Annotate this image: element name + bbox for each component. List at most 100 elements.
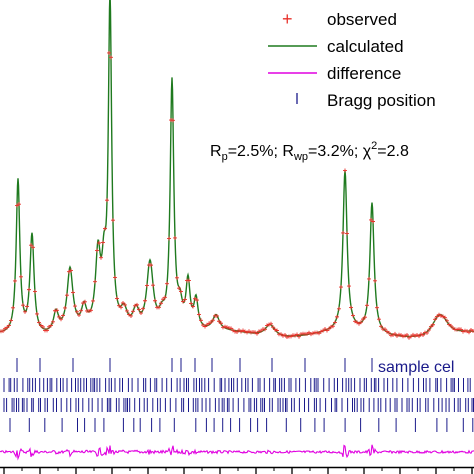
observed-point: [341, 230, 345, 235]
observed-points: [0, 50, 474, 340]
observed-point: [331, 324, 335, 329]
observed-point: [405, 332, 409, 337]
observed-point: [143, 298, 147, 303]
observed-point: [79, 308, 83, 313]
observed-point: [339, 285, 343, 290]
observed-point: [53, 308, 57, 313]
observed-point: [63, 305, 67, 310]
observed-point: [181, 299, 185, 304]
observed-point: [365, 303, 369, 308]
observed-point: [121, 301, 125, 306]
observed-point: [89, 308, 93, 313]
observed-point: [69, 268, 73, 273]
observed-point: [345, 231, 349, 236]
observed-point: [187, 278, 191, 283]
observed-point: [311, 331, 315, 336]
observed-point: [257, 329, 261, 334]
observed-point: [129, 313, 133, 318]
legend-difference-label: difference: [327, 64, 401, 83]
legend-bragg: Bragg position: [296, 91, 436, 110]
legend-calculated-label: calculated: [327, 37, 404, 56]
bragg-positions: [3, 358, 474, 432]
legend-observed: + observed: [282, 9, 397, 29]
observed-point: [343, 168, 347, 173]
legend-calculated: calculated: [268, 37, 404, 56]
observed-point: [219, 321, 223, 326]
observed-point: [61, 313, 65, 318]
observed-point: [31, 245, 35, 250]
observed-point: [167, 236, 171, 241]
x-axis: [0, 466, 474, 474]
observed-point: [225, 325, 229, 330]
observed-point: [175, 275, 179, 280]
rp-symbol: R: [210, 143, 222, 160]
observed-point: [107, 50, 111, 55]
observed-point: [265, 323, 269, 328]
observed-point: [171, 118, 175, 123]
observed-point: [445, 318, 449, 323]
rwp-subscript: wp: [293, 151, 308, 163]
rwp-value: =3.2%;: [308, 143, 363, 160]
observed-point: [425, 330, 429, 335]
observed-point: [13, 278, 17, 283]
observed-point: [347, 284, 351, 289]
observed-point: [427, 327, 431, 332]
observed-point: [109, 55, 113, 60]
observed-point: [65, 293, 69, 298]
observed-point: [11, 305, 15, 310]
observed-point: [25, 304, 29, 309]
observed-point: [103, 226, 107, 231]
observed-point: [1, 328, 5, 333]
observed-point: [29, 243, 33, 248]
observed-point: [275, 328, 279, 333]
chi-superscript: 2: [371, 140, 377, 152]
observed-point: [93, 279, 97, 284]
observed-point: [433, 317, 437, 322]
rwp-symbol: R: [282, 143, 294, 160]
observed-point: [315, 330, 319, 335]
observed-point: [9, 318, 13, 323]
observed-point: [27, 287, 31, 292]
observed-point: [429, 324, 433, 329]
observed-point: [375, 305, 379, 310]
observed-point: [33, 289, 37, 294]
observed-point: [153, 298, 157, 303]
observed-point: [99, 255, 103, 260]
observed-point: [283, 332, 287, 337]
observed-point: [297, 334, 301, 339]
observed-point: [211, 318, 215, 323]
observed-point: [119, 305, 123, 310]
observed-point: [57, 314, 61, 319]
observed-point: [195, 298, 199, 303]
observed-point: [285, 335, 289, 340]
observed-point: [41, 324, 45, 329]
observed-point: [157, 305, 161, 310]
difference-curve: [0, 444, 474, 461]
observed-point: [91, 298, 95, 303]
observed-point: [461, 329, 465, 334]
observed-point: [165, 281, 169, 286]
observed-point: [309, 332, 313, 337]
rp-value: =2.5%;: [228, 143, 283, 160]
observed-point: [115, 296, 119, 301]
observed-point: [271, 325, 275, 330]
difference-line: [0, 444, 474, 461]
observed-point: [217, 319, 221, 324]
legend-difference: difference: [268, 64, 401, 83]
observed-point: [189, 301, 193, 306]
legend-bragg-label: Bragg position: [327, 91, 436, 110]
observed-point: [243, 329, 247, 334]
observed-point: [59, 317, 63, 322]
observed-point: [17, 202, 21, 207]
observed-point: [149, 263, 153, 268]
observed-point: [71, 290, 75, 295]
observed-point: [197, 312, 201, 317]
observed-point: [221, 325, 225, 330]
observed-point: [131, 309, 135, 314]
observed-point: [337, 306, 341, 311]
observed-point: [281, 333, 285, 338]
observed-point: [327, 326, 331, 331]
observed-point: [105, 198, 109, 203]
observed-point: [467, 330, 471, 335]
